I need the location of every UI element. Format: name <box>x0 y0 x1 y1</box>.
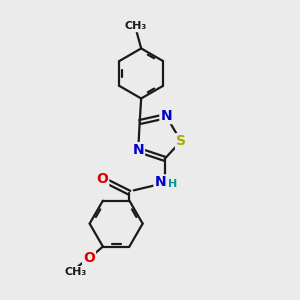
Text: N: N <box>160 109 172 123</box>
Text: O: O <box>96 172 108 186</box>
Text: O: O <box>83 251 95 265</box>
Text: N: N <box>154 176 166 189</box>
Text: N: N <box>132 143 144 157</box>
Text: CH₃: CH₃ <box>124 21 146 31</box>
Text: H: H <box>168 179 177 189</box>
Text: CH₃: CH₃ <box>64 267 87 277</box>
Text: S: S <box>176 134 186 148</box>
